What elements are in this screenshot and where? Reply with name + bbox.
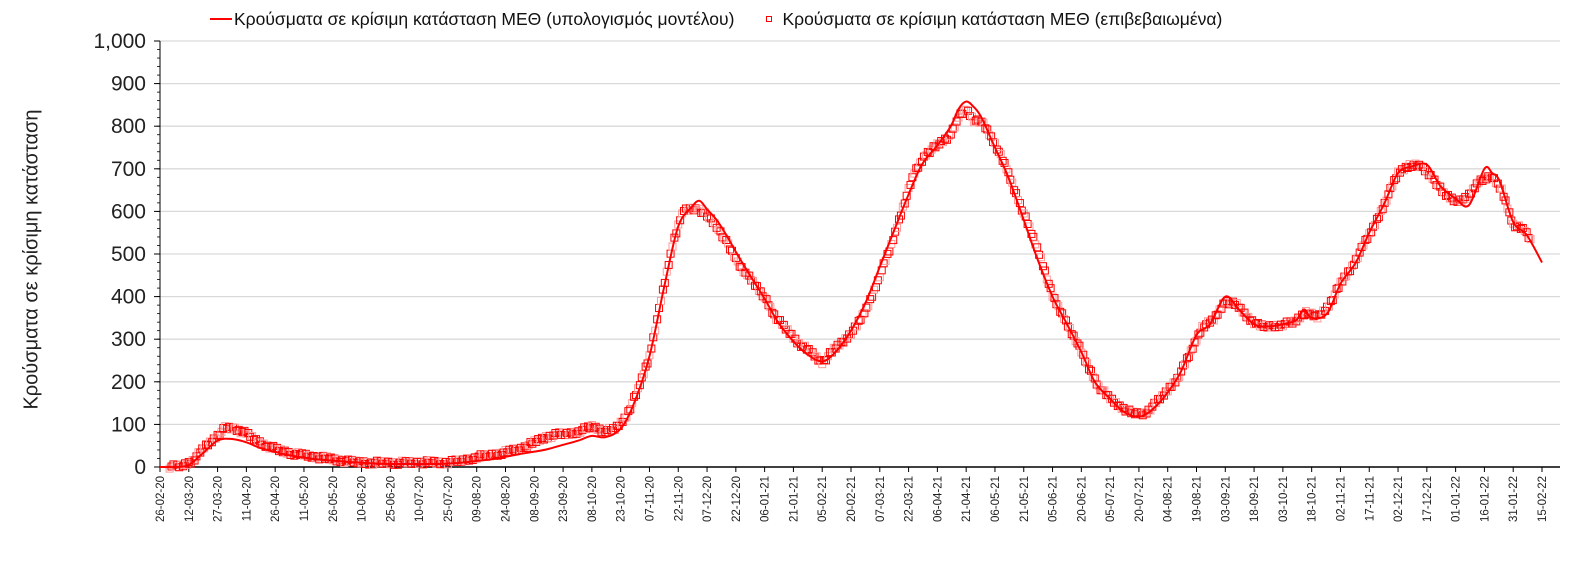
x-tick-label: 05-07-21	[1105, 476, 1117, 522]
y-tick-label: 800	[111, 115, 146, 138]
x-tick-label: 19-08-21	[1192, 476, 1204, 522]
x-tick-label: 26-05-20	[328, 476, 340, 522]
y-tick-label: 300	[111, 328, 146, 351]
x-tick-label: 16-01-22	[1479, 476, 1491, 522]
x-tick-label: 20-06-21	[1076, 476, 1088, 522]
x-tick-label: 17-12-21	[1422, 476, 1434, 522]
x-tick-label: 21-05-21	[1019, 476, 1031, 522]
gridlines	[160, 40, 1560, 426]
y-tick-label: 0	[134, 456, 146, 479]
x-tick-label: 08-10-20	[587, 476, 599, 522]
x-tick-label: 01-01-22	[1451, 476, 1463, 522]
x-tick-label: 03-09-21	[1220, 476, 1232, 522]
x-tick-label: 23-10-20	[616, 476, 628, 522]
legend-label-confirmed: Κρούσματα σε κρίσιμη κατάσταση ΜΕΘ (επιβ…	[782, 8, 1223, 29]
x-tick-label: 02-12-21	[1393, 476, 1405, 522]
x-tick-label: 07-12-20	[702, 476, 714, 522]
x-tick-label: 10-07-20	[414, 476, 426, 522]
x-tick-label: 18-09-21	[1249, 476, 1261, 522]
x-tick-label: 05-02-21	[817, 476, 829, 522]
x-tick-label: 15-02-22	[1537, 476, 1549, 522]
x-tick-label: 22-12-20	[731, 476, 743, 522]
x-tick-label: 03-10-21	[1278, 476, 1290, 522]
y-tick-label: 700	[111, 158, 146, 181]
x-tick-label: 25-06-20	[385, 476, 397, 522]
x-tick-label: 12-03-20	[184, 476, 196, 522]
x-tick-label: 24-08-20	[501, 476, 513, 522]
x-tick-label: 04-08-21	[1163, 476, 1175, 522]
x-tick-label: 17-11-21	[1364, 476, 1376, 521]
x-tick-label: 26-04-20	[270, 476, 282, 522]
y-tick-label: 1,000	[93, 30, 146, 53]
model-series-line	[159, 100, 1543, 469]
x-tick-label: 22-11-20	[673, 476, 685, 521]
y-tick-label: 400	[111, 286, 146, 309]
legend-item-model: Κρούσματα σε κρίσιμη κατάσταση ΜΕΘ (υπολ…	[210, 9, 734, 30]
x-tick-label: 27-03-20	[213, 476, 225, 522]
legend-item-confirmed: Κρούσματα σε κρίσιμη κατάσταση ΜΕΘ (επιβ…	[760, 9, 1222, 30]
x-tick-label: 25-07-20	[443, 476, 455, 522]
y-tick-label: 900	[111, 73, 146, 96]
x-tick-label: 06-04-21	[932, 476, 944, 522]
x-tick-label: 06-01-21	[760, 476, 772, 522]
y-tick-label: 600	[111, 200, 146, 223]
legend-label-model: Κρούσματα σε κρίσιμη κατάσταση ΜΕΘ (υπολ…	[234, 8, 735, 29]
x-tick-label: 20-02-21	[846, 476, 858, 522]
x-tick-label: 22-03-21	[904, 476, 916, 522]
x-tick-label: 23-09-20	[558, 476, 570, 522]
x-tick-label: 06-05-21	[990, 476, 1002, 522]
x-tick-label: 26-02-20	[155, 476, 167, 522]
x-tick-label: 11-04-20	[241, 476, 253, 521]
x-tick-label: 20-07-21	[1134, 476, 1146, 522]
x-tick-label: 18-10-21	[1307, 476, 1319, 522]
x-axis: 26-02-20 12-03-20 27-03-20 11-04-20 26-04-20…	[155, 466, 1560, 522]
x-tick-label: 02-11-21	[1335, 476, 1347, 521]
confirmed-series-markers	[165, 105, 1535, 473]
legend: Κρούσματα σε κρίσιμη κατάσταση ΜΕΘ (υπολ…	[210, 6, 1248, 32]
y-tick-label: 500	[111, 243, 146, 266]
x-tick-label: 09-08-20	[472, 476, 484, 522]
y-axis: 0 100 200 300 400 500 600 700 800 900 1,000	[93, 30, 161, 479]
x-tick-label: 21-04-21	[961, 476, 973, 522]
x-tick-label: 05-06-21	[1048, 476, 1060, 522]
x-tick-label: 11-05-20	[299, 476, 311, 521]
x-tick-label: 21-01-21	[788, 476, 800, 522]
square-marker-icon	[766, 16, 773, 22]
line-icon	[210, 18, 232, 20]
y-tick-label: 100	[111, 413, 146, 436]
x-tick-label: 31-01-22	[1508, 476, 1520, 522]
x-tick-label: 07-03-21	[875, 476, 887, 522]
x-tick-label: 10-06-20	[357, 476, 369, 522]
x-tick-label: 07-11-20	[644, 476, 656, 521]
x-tick-label: 08-09-20	[529, 476, 541, 522]
y-tick-label: 200	[111, 371, 146, 394]
